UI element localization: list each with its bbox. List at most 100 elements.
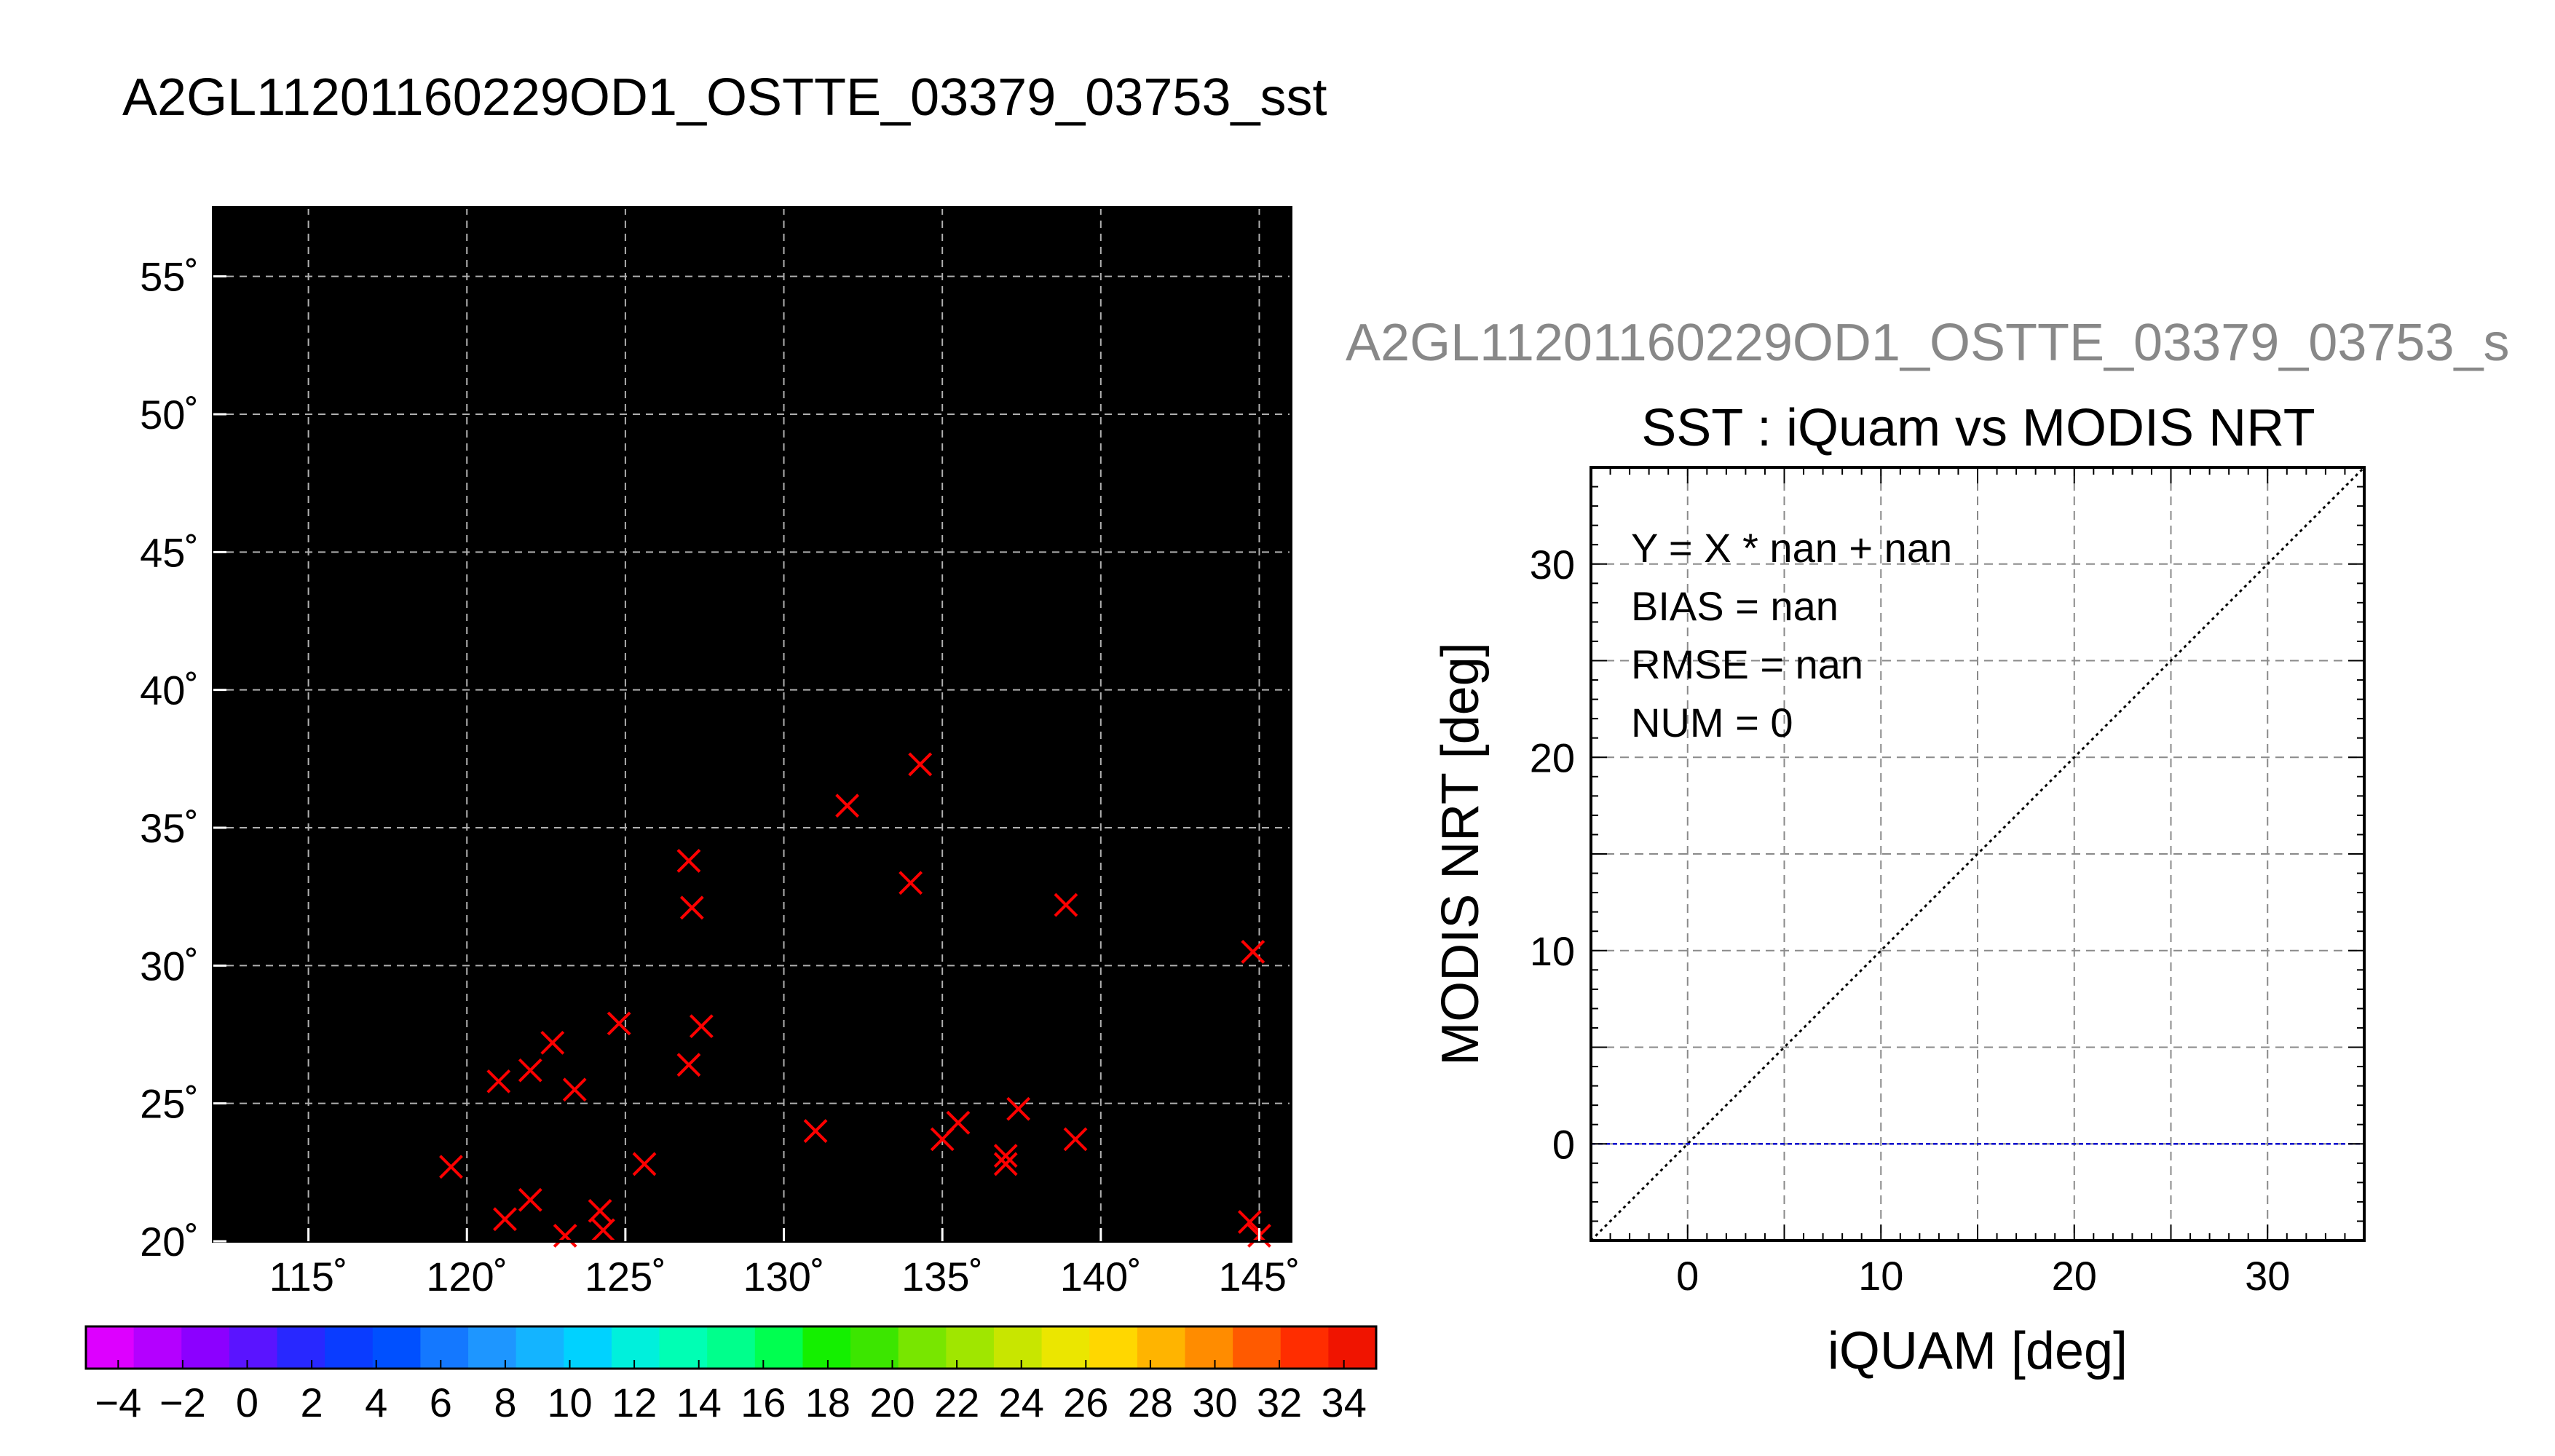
- colorbar-cell: [898, 1326, 947, 1369]
- colorbar-tick-label: 12: [612, 1380, 657, 1425]
- scatter-x-ticks: 0 10 20 30: [1676, 1253, 2290, 1299]
- colorbar-tick-label: 10: [547, 1380, 592, 1425]
- map-lon-tick-label: 120˚: [426, 1254, 508, 1299]
- buoy-marker: [1063, 1127, 1088, 1152]
- colorbar-cell: [325, 1326, 374, 1369]
- map-lon-tick-label: 130˚: [743, 1254, 824, 1299]
- map-lon-tick-label: 115˚: [269, 1254, 348, 1299]
- colorbar-tick-label: 26: [1063, 1380, 1108, 1425]
- scatter-y-tick-label: 10: [1530, 928, 1575, 974]
- colorbar-cell: [277, 1326, 325, 1369]
- buoy-marker: [689, 1014, 714, 1039]
- buoy-marker: [908, 752, 933, 777]
- map-lat-tick-label: 50˚: [140, 392, 199, 438]
- buoy-marker: [486, 1069, 511, 1093]
- buoy-marker: [676, 1053, 701, 1077]
- colorbar-tick-label: −2: [159, 1380, 206, 1425]
- buoy-marker: [1237, 1210, 1262, 1234]
- buoy-marker: [439, 1155, 463, 1179]
- colorbar-cell: [993, 1326, 1043, 1369]
- colorbar-tick-label: 32: [1257, 1380, 1302, 1425]
- map-lat-tick-label: 55˚: [140, 254, 199, 300]
- colorbar-cell: [802, 1326, 851, 1369]
- colorbar-cell: [707, 1326, 756, 1369]
- map-lat-tick-label: 30˚: [140, 943, 199, 989]
- scatter-stat-line: Y = X * nan + nan: [1631, 525, 1952, 571]
- colorbar-tick-label: 28: [1128, 1380, 1173, 1425]
- buoy-marker: [803, 1119, 828, 1143]
- scatter-stat-line: RMSE = nan: [1631, 641, 1863, 687]
- buoy-marker: [993, 1144, 1018, 1168]
- buoy-marker: [679, 895, 704, 920]
- scatter-ylabel: MODIS NRT [deg]: [1431, 642, 1490, 1066]
- scatter-x-tick-label: 20: [2052, 1253, 2097, 1299]
- map-lat-tick-label: 20˚: [140, 1219, 199, 1265]
- buoy-marker: [588, 1198, 612, 1223]
- colorbar-cell: [229, 1326, 278, 1369]
- colorbar-tick-label: 2: [301, 1380, 323, 1425]
- colorbar-cell: [1233, 1326, 1282, 1369]
- scatter-subtitle: A2GL11201160229OD1_OSTTE_03379_03753_s: [1346, 314, 2510, 372]
- colorbar-ticks: −4 −2 0 2 4 6 8 10 12 14 16 18 20 22 24 26 28 30 32 34: [95, 1360, 1367, 1425]
- buoy-markers: [439, 752, 1271, 1248]
- scatter-plot: 0 10 20 30 0 10 20 30 Y = X * nan + nan BIAS = …: [1530, 466, 2366, 1299]
- colorbar-tick-label: 14: [676, 1380, 722, 1425]
- colorbar-cell: [1280, 1326, 1329, 1369]
- colorbar-tick-label: 22: [934, 1380, 979, 1425]
- colorbar-tick-label: 6: [430, 1380, 452, 1425]
- scatter-stats: Y = X * nan + nan BIAS = nan RMSE = nan NUM…: [1631, 525, 1952, 745]
- colorbar-cell: [850, 1326, 899, 1369]
- colorbar-tick-label: 0: [236, 1380, 258, 1425]
- buoy-marker: [1054, 893, 1078, 917]
- buoy-marker: [835, 794, 860, 818]
- map-lat-tick-label: 40˚: [140, 668, 199, 713]
- map-frame: [212, 206, 1292, 1243]
- colorbar: −4 −2 0 2 4 6 8 10 12 14 16 18 20 22 24 26 28 30 32 34: [84, 1325, 1378, 1425]
- colorbar-cells: [86, 1326, 1377, 1369]
- map-lon-ticks: 115˚ 120˚ 125˚ 130˚ 135˚ 140˚ 145˚: [269, 1228, 1300, 1299]
- buoy-marker: [591, 1218, 615, 1243]
- colorbar-cell: [181, 1326, 230, 1369]
- colorbar-tick-label: 24: [999, 1380, 1044, 1425]
- colorbar-cell: [516, 1326, 564, 1369]
- buoy-marker: [518, 1058, 542, 1083]
- colorbar-tick-label: 4: [365, 1380, 387, 1425]
- buoy-marker: [632, 1152, 657, 1176]
- buoy-marker: [676, 849, 701, 873]
- map-lon-tick-label: 125˚: [585, 1254, 666, 1299]
- map-lon-tick-label: 145˚: [1218, 1254, 1300, 1299]
- map-lat-tick-label: 25˚: [140, 1081, 199, 1127]
- colorbar-cell: [1185, 1326, 1233, 1369]
- colorbar-cell: [468, 1326, 517, 1369]
- buoy-marker: [993, 1152, 1018, 1176]
- colorbar-cell: [659, 1326, 708, 1369]
- buoy-marker: [562, 1077, 587, 1102]
- colorbar-cell: [946, 1326, 995, 1369]
- scatter-y-tick-label: 0: [1552, 1121, 1575, 1167]
- colorbar-cell: [420, 1326, 469, 1369]
- buoy-marker: [1241, 939, 1265, 964]
- map-lat-ticks: 20˚ 25˚ 30˚ 35˚ 40˚ 45˚ 50˚ 55˚: [140, 254, 226, 1265]
- buoy-marker: [946, 1110, 971, 1135]
- map-lat-tick-label: 45˚: [140, 529, 199, 575]
- scatter-title: SST : iQuam vs MODIS NRT: [1641, 399, 2315, 457]
- map-lon-tick-label: 135˚: [901, 1254, 983, 1299]
- scatter-x-tick-label: 30: [2245, 1253, 2290, 1299]
- scatter-y-tick-label: 30: [1530, 542, 1575, 587]
- scatter-y-tick-label: 20: [1530, 735, 1575, 780]
- buoy-marker: [1006, 1096, 1031, 1121]
- scatter-y-ticks: 0 10 20 30: [1530, 542, 1575, 1168]
- buoy-marker: [518, 1187, 542, 1212]
- map-lat-tick-label: 35˚: [140, 805, 199, 851]
- buoy-marker: [607, 1011, 631, 1036]
- colorbar-cell: [564, 1326, 612, 1369]
- colorbar-cell: [1328, 1326, 1377, 1369]
- scatter-stat-line: NUM = 0: [1631, 700, 1793, 745]
- buoy-marker: [493, 1207, 517, 1232]
- colorbar-cell: [611, 1326, 660, 1369]
- colorbar-tick-label: 8: [494, 1380, 516, 1425]
- colorbar-cell: [133, 1326, 182, 1369]
- colorbar-cell: [86, 1326, 135, 1369]
- colorbar-tick-label: 16: [741, 1380, 786, 1425]
